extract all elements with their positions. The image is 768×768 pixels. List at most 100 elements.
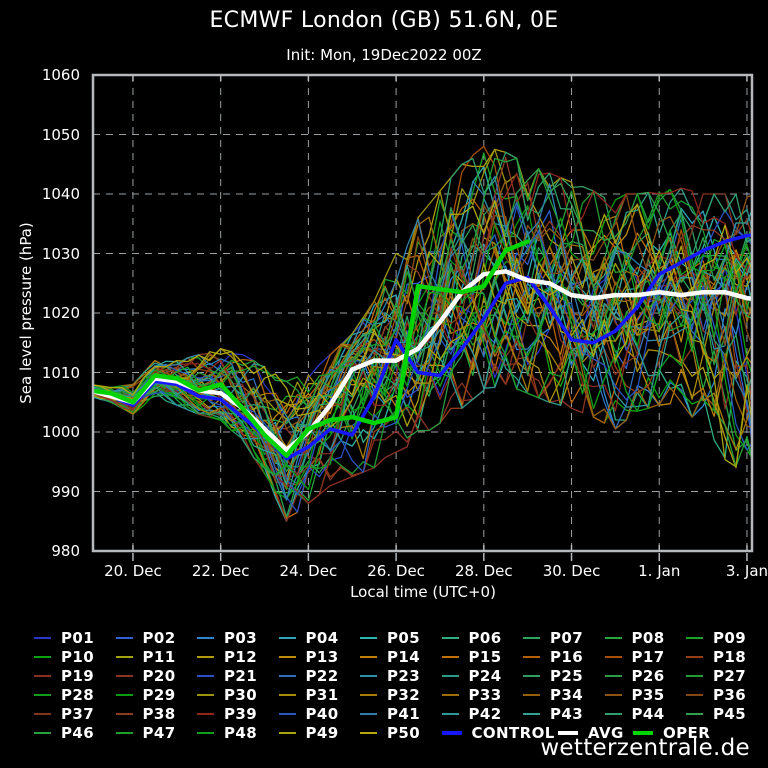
- legend-entry-p35: P35: [604, 685, 665, 704]
- legend-label: P35: [631, 685, 665, 704]
- legend-label: P23: [387, 666, 421, 685]
- legend-swatch: [197, 712, 214, 715]
- legend-entry-p15: P15: [441, 647, 502, 666]
- legend-swatch: [197, 655, 214, 658]
- x-tick-label: 20. Dec: [104, 562, 162, 580]
- legend-label: P02: [142, 628, 176, 647]
- legend-swatch: [360, 731, 377, 734]
- legend-entry-p42: P42: [441, 704, 502, 723]
- legend-swatch: [441, 636, 459, 639]
- legend-swatch: [441, 730, 462, 735]
- ensemble-members: [93, 145, 752, 522]
- ensemble-member-line-p44: [93, 151, 752, 463]
- legend-label: P38: [142, 704, 176, 723]
- legend-label: P46: [61, 723, 95, 742]
- chart-subtitle: Init: Mon, 19Dec2022 00Z: [286, 46, 482, 64]
- legend-entry-p41: P41: [360, 704, 420, 723]
- legend-label: P44: [631, 704, 665, 723]
- legend-entry-p01: P01: [34, 628, 94, 647]
- legend-entry-avg: AVG: [558, 723, 624, 742]
- legend-entry-p23: P23: [360, 666, 420, 685]
- legend-entry-oper: OPER: [633, 723, 710, 742]
- legend-swatch: [360, 712, 377, 715]
- x-tick-label: 3. Jan: [725, 562, 768, 580]
- legend-label: P21: [224, 666, 258, 685]
- legend-swatch: [604, 712, 622, 715]
- legend-entry-control: CONTROL: [441, 723, 555, 742]
- x-tick-label: 28. Dec: [454, 562, 513, 580]
- legend-label: P31: [305, 685, 339, 704]
- legend-label: P24: [468, 666, 502, 685]
- legend-label: P48: [224, 723, 258, 742]
- legend-swatch: [278, 674, 296, 677]
- y-tick-label: 1050: [41, 125, 80, 144]
- y-tick-label: 1010: [41, 363, 80, 382]
- plot-frame: [91, 73, 754, 553]
- y-tick-label: 1020: [41, 304, 80, 322]
- ensemble-member-line-p32: [93, 266, 752, 460]
- legend-label: P15: [468, 647, 502, 666]
- legend-swatch: [115, 693, 133, 696]
- legend-entry-p46: P46: [34, 723, 94, 742]
- legend-entry-p39: P39: [197, 704, 257, 723]
- legend-entry-p09: P09: [686, 628, 746, 647]
- legend-label: P18: [713, 647, 747, 666]
- legend-entry-p29: P29: [115, 685, 176, 704]
- legend-entry-p06: P06: [441, 628, 502, 647]
- legend-entry-p45: P45: [686, 704, 746, 723]
- legend-entry-p28: P28: [34, 685, 94, 704]
- legend-label: P39: [224, 704, 258, 723]
- oper-line: [93, 239, 530, 459]
- legend-label: P30: [224, 685, 258, 704]
- legend-entry-p32: P32: [360, 685, 420, 704]
- legend-entry-p17: P17: [604, 647, 665, 666]
- legend-swatch: [360, 655, 377, 658]
- legend-entry-p50: P50: [360, 723, 420, 742]
- legend-entry-p37: P37: [34, 704, 94, 723]
- legend-label: P25: [550, 666, 584, 685]
- legend-swatch: [197, 674, 214, 677]
- legend-swatch: [34, 636, 51, 639]
- x-tick-label: 1. Jan: [638, 562, 681, 580]
- legend-label: P42: [468, 704, 502, 723]
- legend-entry-p12: P12: [197, 647, 257, 666]
- legend-label: P37: [61, 704, 95, 723]
- legend-label: P36: [713, 685, 747, 704]
- legend-label: P05: [387, 628, 421, 647]
- x-tick-label: 26. Dec: [367, 562, 425, 580]
- legend-label: P12: [224, 647, 258, 666]
- legend-entry-p04: P04: [278, 628, 339, 647]
- legend-label: P50: [387, 723, 421, 742]
- legend-swatch: [686, 636, 703, 639]
- legend-swatch: [197, 636, 214, 639]
- legend-swatch: [441, 693, 459, 696]
- legend-entry-p44: P44: [604, 704, 665, 723]
- legend-swatch: [360, 674, 377, 677]
- legend-swatch: [523, 693, 540, 696]
- legend-label: P43: [550, 704, 584, 723]
- legend-label: P29: [142, 685, 176, 704]
- legend-entry-p31: P31: [278, 685, 339, 704]
- legend-swatch: [34, 712, 51, 715]
- legend-label: CONTROL: [471, 723, 555, 742]
- legend-label: P10: [61, 647, 95, 666]
- legend-swatch: [441, 655, 459, 658]
- legend-swatch: [34, 674, 51, 677]
- legend-swatch: [115, 636, 133, 639]
- x-tick-label: 30. Dec: [542, 562, 601, 580]
- legend-entry-p05: P05: [360, 628, 420, 647]
- legend-entry-p38: P38: [115, 704, 176, 723]
- legend-entry-p25: P25: [523, 666, 583, 685]
- legend-swatch: [523, 655, 540, 658]
- legend-entry-p48: P48: [197, 723, 257, 742]
- legend-entry-p34: P34: [523, 685, 583, 704]
- legend-entry-p30: P30: [197, 685, 257, 704]
- legend-swatch: [604, 693, 622, 696]
- legend-entry-p22: P22: [278, 666, 339, 685]
- legend-swatch: [278, 731, 296, 734]
- legend-label: P49: [305, 723, 339, 742]
- x-tick-label: 24. Dec: [279, 562, 338, 580]
- legend-swatch: [441, 712, 459, 715]
